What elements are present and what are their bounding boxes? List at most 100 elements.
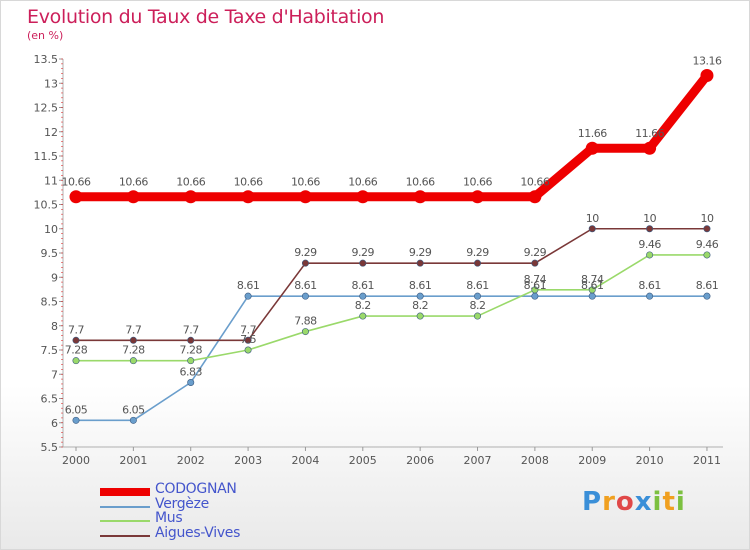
data-label: 9.46 (638, 238, 661, 251)
data-label: 6.83 (179, 365, 202, 378)
data-point (126, 190, 140, 204)
y-tick-label: 12 (44, 126, 58, 139)
data-label: 8.2 (412, 299, 428, 312)
proxiti-logo: Proxiti (582, 487, 686, 517)
data-point (359, 312, 367, 320)
data-label: 9.29 (466, 246, 489, 259)
data-label: 8.61 (466, 279, 489, 292)
data-point (244, 336, 252, 344)
y-tick-label: 7 (51, 368, 58, 381)
data-point (703, 225, 711, 233)
data-point (474, 259, 482, 267)
data-label: 8.61 (524, 279, 547, 292)
y-tick-label: 10.5 (34, 199, 59, 212)
data-point (301, 292, 309, 300)
data-label: 7.28 (65, 344, 88, 357)
data-label: 8.61 (237, 279, 260, 292)
data-point (703, 292, 711, 300)
y-tick-label: 9.5 (41, 247, 59, 260)
x-tick-label: 2005 (349, 454, 377, 467)
x-tick-label: 2008 (521, 454, 549, 467)
logo-letter: t (662, 487, 676, 517)
data-point (416, 259, 424, 267)
y-tick-label: 12.5 (34, 102, 59, 115)
data-point (129, 357, 137, 365)
data-label: 7.28 (122, 344, 145, 357)
series-line-codognan (71, 70, 712, 202)
data-label: 7.5 (240, 333, 256, 346)
y-tick-label: 8.5 (41, 296, 59, 309)
data-point (588, 292, 596, 300)
data-point (413, 190, 427, 204)
logo-letter: r (602, 487, 616, 517)
data-point (416, 312, 424, 320)
data-point (531, 292, 539, 300)
data-point (474, 312, 482, 320)
legend-swatch (100, 505, 150, 508)
data-label: 7.28 (179, 344, 202, 357)
y-tick-label: 13.5 (34, 53, 59, 66)
data-label: 11.66 (635, 127, 664, 140)
x-tick-label: 2001 (119, 454, 147, 467)
data-label: 8.61 (581, 279, 604, 292)
data-label: 8.2 (355, 299, 371, 312)
series-line-aigues-vives (75, 227, 708, 342)
y-tick-label: 8 (51, 320, 58, 333)
data-label: 8.61 (294, 279, 317, 292)
data-point (471, 190, 485, 204)
data-label: 10.66 (406, 176, 435, 189)
data-label: 9.29 (352, 246, 375, 259)
data-point (588, 225, 596, 233)
data-label: 7.7 (240, 323, 256, 336)
data-point (298, 190, 312, 204)
y-tick-label: 11.5 (34, 150, 59, 163)
data-label: 10 (700, 212, 713, 225)
data-label: 10.66 (234, 176, 263, 189)
data-point (72, 336, 80, 344)
data-point (244, 346, 252, 354)
data-label: 7.7 (125, 323, 141, 336)
legend-label: Aigues-Vives (155, 524, 241, 541)
data-point (646, 292, 654, 300)
data-point (646, 225, 654, 233)
data-label: 10.66 (62, 176, 91, 189)
logo-letter: i (652, 487, 663, 517)
x-tick-label: 2006 (406, 454, 434, 467)
y-axis-unit-label: (en %) (27, 29, 64, 42)
data-label: 8.61 (352, 279, 375, 292)
y-tick-label: 13 (44, 77, 58, 90)
data-label: 6.05 (122, 403, 145, 416)
data-label: 9.29 (524, 246, 547, 259)
series-line-vergèze (75, 295, 708, 422)
legend-swatch (100, 488, 150, 496)
data-point (72, 357, 80, 365)
y-tick-label: 7.5 (41, 344, 59, 357)
data-point (588, 286, 596, 294)
data-label: 10.66 (176, 176, 205, 189)
x-tick-label: 2003 (234, 454, 262, 467)
data-point (531, 259, 539, 267)
data-point (531, 286, 539, 294)
data-point (72, 416, 80, 424)
legend-label: CODOGNAN (155, 481, 237, 497)
legend-swatch (100, 534, 150, 537)
logo-letter: x (634, 487, 653, 517)
data-point (69, 190, 83, 204)
x-tick-label: 2002 (177, 454, 205, 467)
data-label: 10.66 (348, 176, 377, 189)
logo-letter: i (675, 487, 686, 517)
data-label: 10.66 (520, 176, 549, 189)
data-point (703, 251, 711, 259)
x-tick-label: 2011 (693, 454, 721, 467)
data-label: 7.88 (294, 315, 317, 328)
data-point (187, 357, 195, 365)
data-label: 9.29 (409, 246, 432, 259)
series-line-mus (75, 254, 708, 362)
data-label: 7.7 (183, 323, 199, 336)
data-point (187, 336, 195, 344)
data-point (585, 141, 599, 155)
data-label: 10 (643, 212, 656, 225)
chart-title: Evolution du Taux de Taxe d'Habitation (27, 6, 385, 28)
